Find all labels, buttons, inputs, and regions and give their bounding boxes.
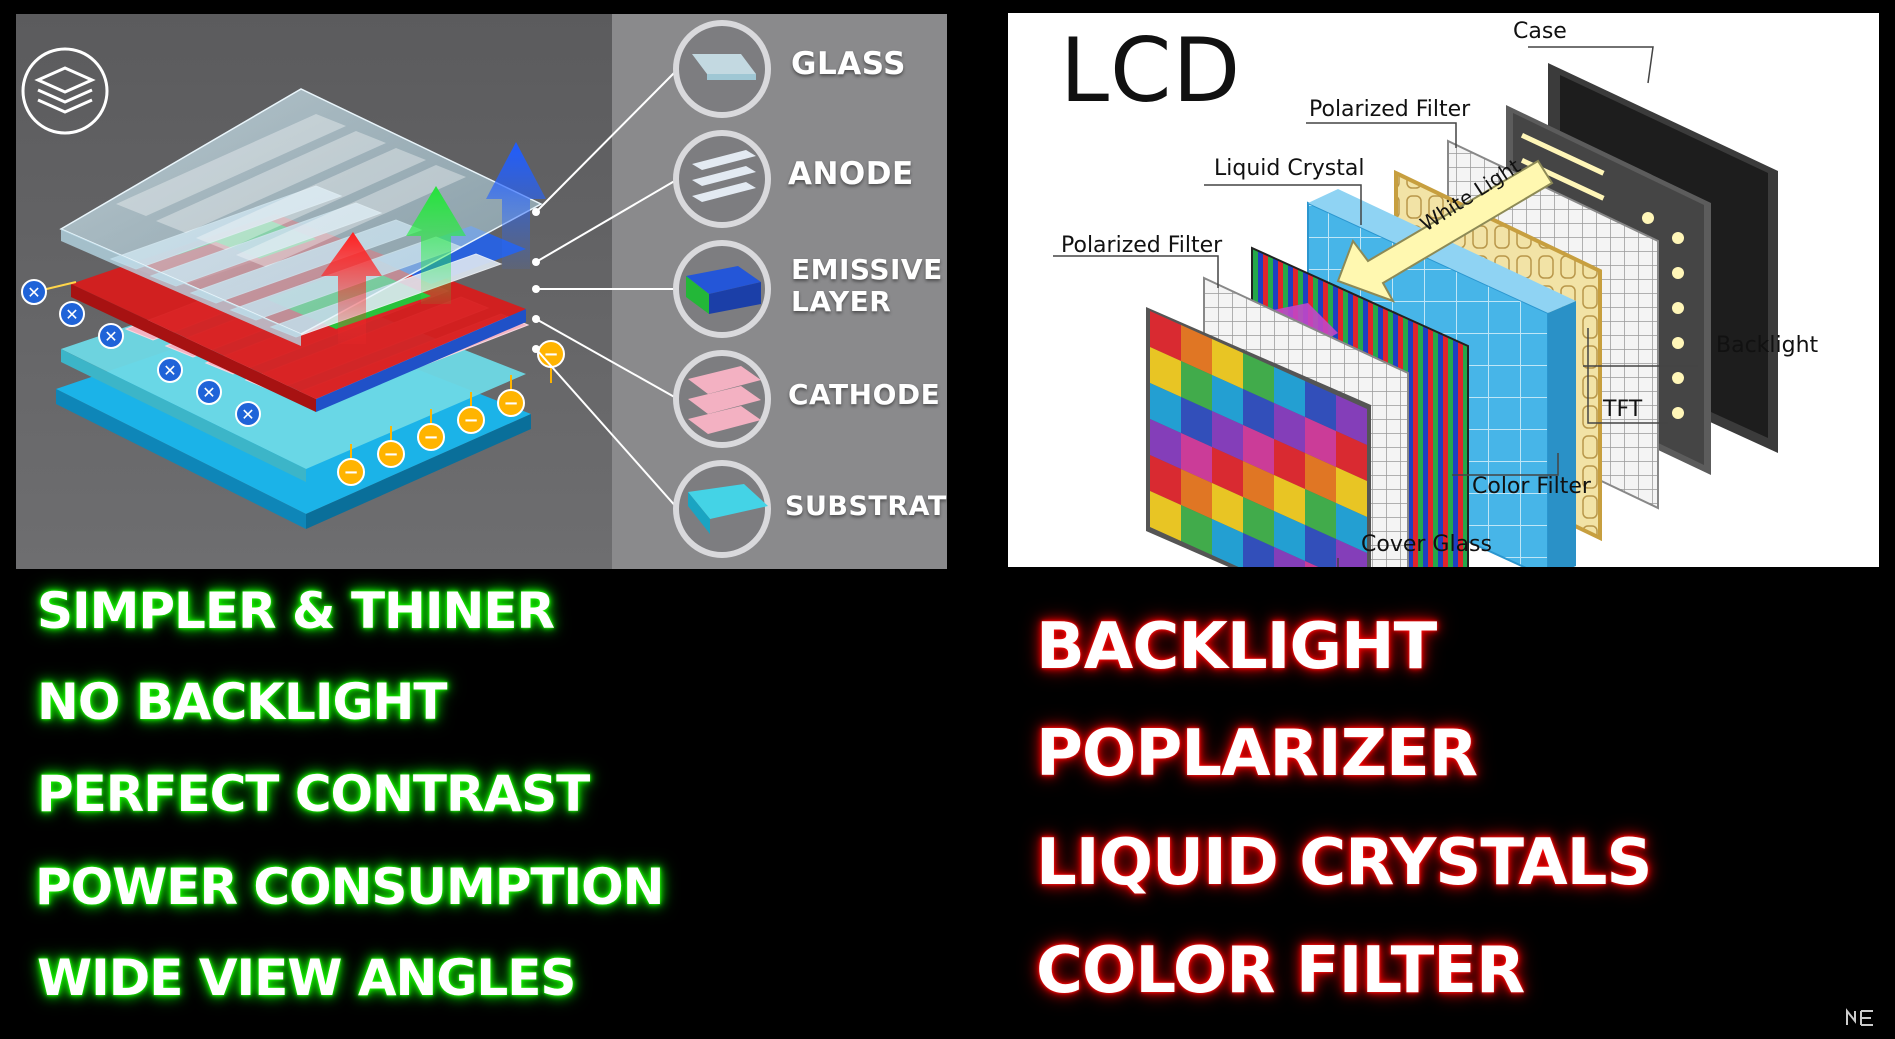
- svg-text:−: −: [543, 344, 558, 365]
- oled-feature-2: NO BACKLIGHT: [37, 673, 447, 731]
- lcd-leader-lines: [1053, 46, 1698, 567]
- anode-swatch-icon: [673, 130, 771, 228]
- svg-text:✕: ✕: [104, 327, 117, 346]
- cathode-swatch-icon: [673, 350, 771, 448]
- oled-feature-1: SIMPLER & THINER: [37, 582, 555, 640]
- oled-structure-diagram: ✕ ✕ ✕ ✕ ✕ ✕ − −: [16, 14, 947, 569]
- lcd-title: LCD: [1060, 19, 1242, 122]
- emissive-layer-label: EMISSIVE LAYER: [791, 253, 943, 319]
- cathode-terminals: − − − − − −: [337, 340, 565, 486]
- oled-feature-3: PERFECT CONTRAST: [37, 765, 590, 823]
- lcd-feature-3: LIQUID CRYSTALS: [1036, 826, 1652, 900]
- channel-logo-icon: [1845, 1007, 1885, 1029]
- lcd-feature-1: BACKLIGHT: [1036, 610, 1437, 684]
- svg-text:✕: ✕: [163, 361, 176, 380]
- case-label: Case: [1513, 19, 1567, 44]
- lcd-feature-4: COLOR FILTER: [1036, 934, 1525, 1008]
- svg-text:−: −: [343, 462, 358, 483]
- color-filter-label: Color Filter: [1472, 474, 1591, 499]
- lcd-structure-diagram: LCD: [1008, 13, 1879, 567]
- svg-text:✕: ✕: [65, 305, 78, 324]
- lcd-cover-glass: [1146, 307, 1371, 567]
- anode-terminals: ✕ ✕ ✕ ✕ ✕ ✕: [21, 279, 261, 427]
- white-light-arrow: [1336, 159, 1554, 303]
- tft-label: TFT: [1603, 397, 1643, 422]
- anode-label: ANODE: [788, 156, 914, 192]
- light-emission-arrows: [321, 142, 546, 344]
- svg-text:✕: ✕: [202, 383, 215, 402]
- svg-text:−: −: [463, 410, 478, 431]
- polarized-filter-top-label: Polarized Filter: [1309, 97, 1471, 122]
- glass-layer: [59, 88, 543, 346]
- svg-text:−: −: [423, 427, 438, 448]
- substrate-swatch-icon: [673, 460, 771, 558]
- leader-lines: [532, 68, 679, 510]
- backlight-label: Backlight: [1716, 333, 1819, 358]
- substrate-label: SUBSTRATE: [785, 491, 947, 522]
- glass-swatch-icon: [673, 20, 771, 118]
- lcd-feature-2: POPLARIZER: [1036, 717, 1478, 791]
- glass-label: GLASS: [791, 46, 906, 82]
- cathode-label: CATHODE: [788, 378, 941, 411]
- svg-text:✕: ✕: [27, 283, 40, 302]
- cover-glass-label: Cover Glass: [1361, 532, 1492, 557]
- svg-text:✕: ✕: [241, 405, 254, 424]
- svg-text:−: −: [383, 444, 398, 465]
- oled-feature-5: WIDE VIEW ANGLES: [37, 949, 576, 1007]
- svg-text:−: −: [503, 393, 518, 414]
- emissive-swatch-icon: [673, 240, 771, 338]
- polarized-filter-left-label: Polarized Filter: [1061, 233, 1223, 258]
- oled-feature-4: POWER CONSUMPTION: [35, 858, 664, 916]
- liquid-crystal-label: Liquid Crystal: [1214, 156, 1365, 181]
- layers-icon: [21, 47, 109, 135]
